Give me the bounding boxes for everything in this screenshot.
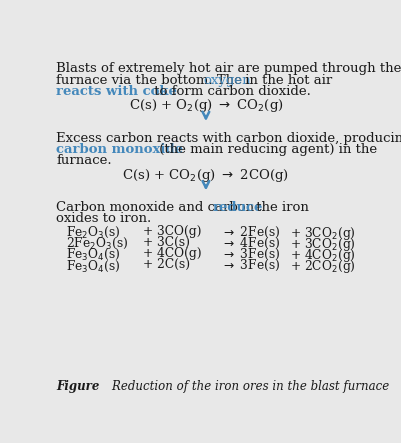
Text: + 4CO(g): + 4CO(g) bbox=[143, 247, 202, 260]
Text: oxides to iron.: oxides to iron. bbox=[56, 212, 152, 225]
Text: C(s) + O$_2$(g) $\rightarrow$ CO$_2$(g): C(s) + O$_2$(g) $\rightarrow$ CO$_2$(g) bbox=[129, 97, 283, 114]
Text: reacts with coke: reacts with coke bbox=[56, 85, 177, 98]
Text: $\rightarrow$ 3Fe(s): $\rightarrow$ 3Fe(s) bbox=[221, 258, 280, 273]
Text: Excess carbon reacts with carbon dioxide, producing: Excess carbon reacts with carbon dioxide… bbox=[56, 132, 401, 145]
Text: furnace via the bottom. The: furnace via the bottom. The bbox=[56, 74, 247, 86]
Text: Carbon monoxide and carbon: Carbon monoxide and carbon bbox=[56, 201, 259, 214]
Text: + 4CO$_2$(g): + 4CO$_2$(g) bbox=[290, 247, 356, 264]
Text: reduce: reduce bbox=[213, 201, 263, 214]
Text: Blasts of extremely hot air are pumped through the: Blasts of extremely hot air are pumped t… bbox=[56, 62, 401, 75]
Text: C(s) + CO$_2$(g) $\rightarrow$ 2CO(g): C(s) + CO$_2$(g) $\rightarrow$ 2CO(g) bbox=[122, 167, 290, 184]
Text: $\rightarrow$ 4Fe(s): $\rightarrow$ 4Fe(s) bbox=[221, 236, 280, 251]
Text: + 3CO$_2$(g): + 3CO$_2$(g) bbox=[290, 236, 356, 253]
Text: Fe$_2$O$_3$(s): Fe$_2$O$_3$(s) bbox=[66, 225, 120, 240]
Text: in the hot air: in the hot air bbox=[241, 74, 332, 86]
Text: (the main reducing agent) in the: (the main reducing agent) in the bbox=[155, 143, 377, 156]
Text: + 3C(s): + 3C(s) bbox=[143, 236, 190, 249]
Text: to form carbon dioxide.: to form carbon dioxide. bbox=[150, 85, 311, 98]
Text: + 3CO(g): + 3CO(g) bbox=[143, 225, 202, 238]
Text: 2Fe$_2$O$_3$(s): 2Fe$_2$O$_3$(s) bbox=[66, 236, 128, 251]
Text: Fe$_3$O$_4$(s): Fe$_3$O$_4$(s) bbox=[66, 247, 120, 262]
Text: carbon monoxide: carbon monoxide bbox=[56, 143, 183, 156]
Text: furnace.: furnace. bbox=[56, 154, 112, 167]
Text: + 2CO$_2$(g): + 2CO$_2$(g) bbox=[290, 258, 356, 276]
Text: + 3CO$_2$(g): + 3CO$_2$(g) bbox=[290, 225, 356, 242]
Text: Reduction of the iron ores in the blast furnace: Reduction of the iron ores in the blast … bbox=[97, 381, 389, 393]
Text: Fe$_3$O$_4$(s): Fe$_3$O$_4$(s) bbox=[66, 258, 120, 274]
Text: $\rightarrow$ 3Fe(s): $\rightarrow$ 3Fe(s) bbox=[221, 247, 280, 262]
Text: oxygen: oxygen bbox=[204, 74, 251, 86]
Text: + 2C(s): + 2C(s) bbox=[143, 258, 190, 272]
Text: $\rightarrow$ 2Fe(s): $\rightarrow$ 2Fe(s) bbox=[221, 225, 280, 240]
Text: Figure: Figure bbox=[56, 381, 100, 393]
Text: the iron: the iron bbox=[252, 201, 309, 214]
